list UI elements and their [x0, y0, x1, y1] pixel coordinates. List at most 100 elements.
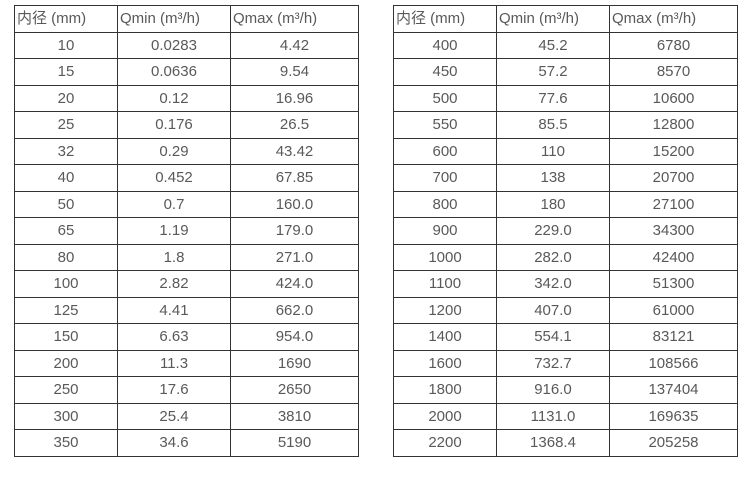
table-cell: 61000: [609, 296, 738, 324]
table-cell: 4.41: [117, 296, 231, 324]
table-cell: 17.6: [117, 376, 231, 404]
table-row: 1200 407.0 61000: [393, 296, 738, 324]
table-cell: 200: [14, 349, 118, 377]
table-cell: 6780: [609, 31, 738, 59]
table-cell: 0.7: [117, 190, 231, 218]
table-row: 550 85.5 12800: [393, 111, 738, 139]
table-cell: 26.5: [230, 111, 359, 139]
header-row: 内径 (mm) Qmin (m³/h) Qmax (m³/h): [393, 5, 738, 33]
table-cell: 600: [393, 137, 497, 165]
table-cell: 25: [14, 111, 118, 139]
table-cell: 57.2: [496, 58, 610, 86]
table-row: 65 1.19 179.0: [14, 217, 359, 245]
table-cell: 20700: [609, 164, 738, 192]
table-row: 700 138 20700: [393, 164, 738, 192]
table-row: 350 34.6 5190: [14, 429, 359, 457]
header-cell: Qmax (m³/h): [609, 5, 738, 33]
table-row: 250 17.6 2650: [14, 376, 359, 404]
header-cell: Qmin (m³/h): [496, 5, 610, 33]
table-cell: 10: [14, 31, 118, 59]
table-cell: 108566: [609, 349, 738, 377]
table-cell: 229.0: [496, 217, 610, 245]
table-cell: 15200: [609, 137, 738, 165]
table-row: 1600 732.7 108566: [393, 349, 738, 377]
header-cell: Qmax (m³/h): [230, 5, 359, 33]
table-cell: 42400: [609, 243, 738, 271]
table-row: 20 0.12 16.96: [14, 84, 359, 112]
table-cell: 11.3: [117, 349, 231, 377]
table-cell: 554.1: [496, 323, 610, 351]
table-cell: 732.7: [496, 349, 610, 377]
table-cell: 83121: [609, 323, 738, 351]
table-row: 15 0.0636 9.54: [14, 58, 359, 86]
table-cell: 1800: [393, 376, 497, 404]
table-row: 10 0.0283 4.42: [14, 31, 359, 59]
table-row: 200 11.3 1690: [14, 349, 359, 377]
table-cell: 0.12: [117, 84, 231, 112]
table-row: 1400 554.1 83121: [393, 323, 738, 351]
table-cell: 300: [14, 402, 118, 430]
table-row: 600 110 15200: [393, 137, 738, 165]
table-cell: 500: [393, 84, 497, 112]
table-row: 450 57.2 8570: [393, 58, 738, 86]
table-cell: 27100: [609, 190, 738, 218]
table-cell: 169635: [609, 402, 738, 430]
table-cell: 25.4: [117, 402, 231, 430]
table-cell: 77.6: [496, 84, 610, 112]
header-cell: 内径 (mm): [14, 5, 118, 33]
table-cell: 700: [393, 164, 497, 192]
table-cell: 0.176: [117, 111, 231, 139]
table-row: 300 25.4 3810: [14, 402, 359, 430]
table-cell: 65: [14, 217, 118, 245]
table-cell: 1690: [230, 349, 359, 377]
table-cell: 110: [496, 137, 610, 165]
table-cell: 271.0: [230, 243, 359, 271]
table-row: 40 0.452 67.85: [14, 164, 359, 192]
table-cell: 342.0: [496, 270, 610, 298]
table-cell: 2200: [393, 429, 497, 457]
table-row: 400 45.2 6780: [393, 31, 738, 59]
table-cell: 550: [393, 111, 497, 139]
table-cell: 32: [14, 137, 118, 165]
table-cell: 138: [496, 164, 610, 192]
table-cell: 85.5: [496, 111, 610, 139]
table-cell: 1600: [393, 349, 497, 377]
table-cell: 20: [14, 84, 118, 112]
table-cell: 916.0: [496, 376, 610, 404]
tables-wrap: 内径 (mm) Qmin (m³/h) Qmax (m³/h) 10 0.0283 4.4…: [14, 5, 750, 457]
table-cell: 450: [393, 58, 497, 86]
table-cell: 0.0636: [117, 58, 231, 86]
table-cell: 180: [496, 190, 610, 218]
table-row: 900 229.0 34300: [393, 217, 738, 245]
table-cell: 12800: [609, 111, 738, 139]
table-cell: 15: [14, 58, 118, 86]
table-cell: 282.0: [496, 243, 610, 271]
table-cell: 137404: [609, 376, 738, 404]
table-row: 50 0.7 160.0: [14, 190, 359, 218]
table-cell: 1.8: [117, 243, 231, 271]
table-cell: 179.0: [230, 217, 359, 245]
table-row: 1000 282.0 42400: [393, 243, 738, 271]
table-row: 25 0.176 26.5: [14, 111, 359, 139]
flow-table-left: 内径 (mm) Qmin (m³/h) Qmax (m³/h) 10 0.0283 4.4…: [14, 5, 359, 457]
table-row: 32 0.29 43.42: [14, 137, 359, 165]
table-cell: 2.82: [117, 270, 231, 298]
table-cell: 900: [393, 217, 497, 245]
table-cell: 0.0283: [117, 31, 231, 59]
table-cell: 43.42: [230, 137, 359, 165]
header-row: 内径 (mm) Qmin (m³/h) Qmax (m³/h): [14, 5, 359, 33]
table-cell: 205258: [609, 429, 738, 457]
table-row: 100 2.82 424.0: [14, 270, 359, 298]
table-row: 1100 342.0 51300: [393, 270, 738, 298]
table-cell: 100: [14, 270, 118, 298]
table-cell: 250: [14, 376, 118, 404]
table-cell: 0.452: [117, 164, 231, 192]
table-cell: 1368.4: [496, 429, 610, 457]
table-cell: 9.54: [230, 58, 359, 86]
flow-table-right: 内径 (mm) Qmin (m³/h) Qmax (m³/h) 400 45.2 6780…: [393, 5, 738, 457]
table-cell: 150: [14, 323, 118, 351]
header-cell: 内径 (mm): [393, 5, 497, 33]
table-row: 2000 1131.0 169635: [393, 402, 738, 430]
table-row: 1800 916.0 137404: [393, 376, 738, 404]
